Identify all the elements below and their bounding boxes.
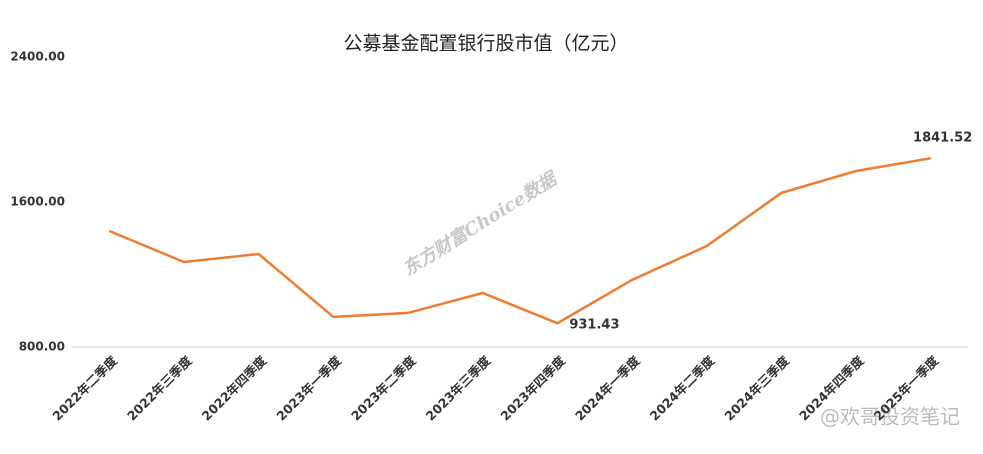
x-tick-label: 2023年二季度 xyxy=(348,353,419,424)
x-tick-label: 2022年四季度 xyxy=(199,353,270,424)
x-tick-label: 2023年四季度 xyxy=(497,353,568,424)
x-tick-label: 2024年一季度 xyxy=(572,353,643,424)
y-tick-label: 2400.00 xyxy=(10,50,65,64)
y-tick-label: 1600.00 xyxy=(10,195,65,209)
x-tick-label: 2023年三季度 xyxy=(423,353,494,424)
x-tick-label: 2023年一季度 xyxy=(273,353,344,424)
x-tick-label: 2024年二季度 xyxy=(647,353,718,424)
x-tick-label: 2024年三季度 xyxy=(721,353,792,424)
data-label: 1841.52 xyxy=(913,131,972,146)
x-tick-label: 2022年二季度 xyxy=(49,353,120,424)
chart-title: 公募基金配置银行股市值（亿元） xyxy=(343,33,628,55)
x-tick-label: 2022年三季度 xyxy=(124,353,195,424)
watermark: @欢哥投资笔记 xyxy=(820,405,960,429)
watermark: 东方财富Choice数据 xyxy=(399,167,562,280)
line xyxy=(108,156,931,325)
y-tick-label: 800.00 xyxy=(19,340,65,354)
data-label: 931.43 xyxy=(569,318,619,333)
